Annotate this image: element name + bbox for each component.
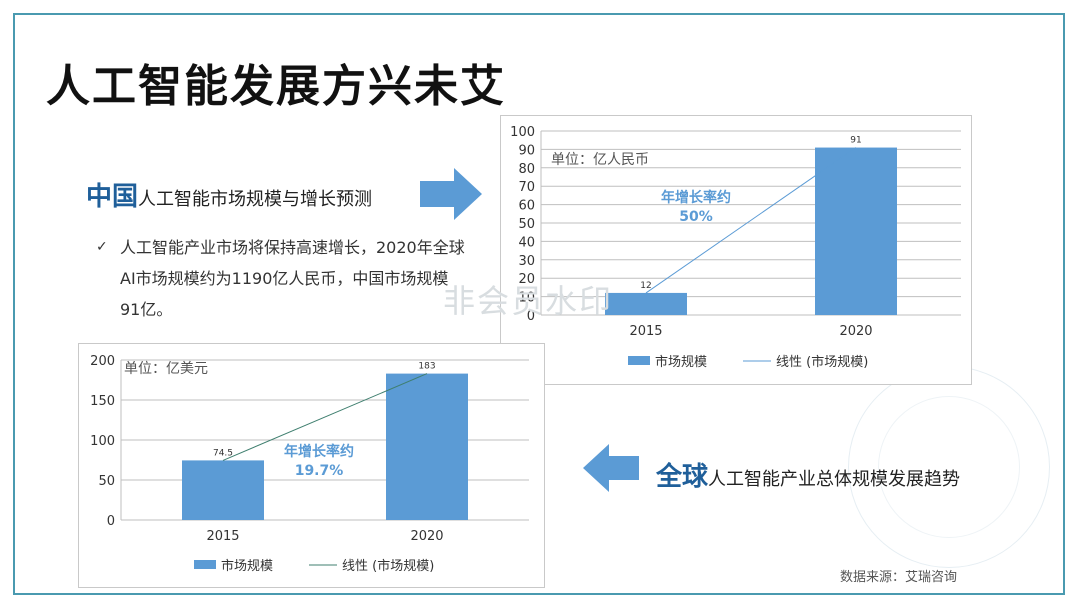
- china-chart-svg: 0 10 20 30 40 50 60 70 80 90 100 12 2015 91 2020 单位：亿人民…: [510, 125, 961, 370]
- global-chart-y-tick-label: 200: [90, 354, 115, 369]
- global-chart-y-tick-label: 150: [90, 394, 115, 409]
- right-arrow-icon: [420, 168, 482, 220]
- china-chart-annotation-line1: 年增长率约: [661, 189, 731, 206]
- global-chart-legend-label-bar: 市场规模: [221, 558, 273, 574]
- china-chart-y-tick-label: 40: [518, 235, 535, 250]
- global-chart-annotation-line2: 19.7%: [295, 463, 344, 479]
- china-heading: 中国人工智能市场规模与增长预测: [86, 176, 372, 213]
- slide-frame: [13, 13, 1065, 595]
- china-chart-y-tick-label: 70: [518, 180, 535, 195]
- china-chart-legend-label-line: 线性 (市场规模): [776, 354, 868, 370]
- global-highlight: 全球: [656, 462, 709, 492]
- china-chart-x-tick-label: 2015: [629, 324, 662, 339]
- china-chart: 0 10 20 30 40 50 60 70 80 90 100 12 2015 91 2020 单位：亿人民…: [500, 115, 972, 385]
- china-chart-data-label: 12: [640, 281, 651, 291]
- china-chart-data-label: 91: [850, 136, 861, 146]
- china-chart-y-tick-label: 100: [510, 125, 535, 140]
- watermark: 非会员水印: [443, 282, 614, 320]
- decorative-circle-inner: [878, 396, 1020, 538]
- global-chart-data-label: 183: [418, 362, 435, 372]
- global-chart-x-tick-label: 2015: [206, 529, 239, 544]
- global-chart: 0 50 100 150 200 74.5 2015 183 2020 单位：亿美元年增长率约 19…: [78, 343, 545, 588]
- china-chart-y-tick-label: 60: [518, 199, 535, 214]
- global-chart-bar: [182, 460, 264, 520]
- slide-title: 人工智能发展方兴未艾: [46, 61, 506, 112]
- global-chart-annotation-line1: 年增长率约: [284, 443, 354, 460]
- global-chart-legend-label-line: 线性 (市场规模): [342, 558, 434, 574]
- china-heading-text: 人工智能市场规模与增长预测: [138, 189, 373, 210]
- global-heading: 全球人工智能产业总体规模发展趋势: [656, 456, 960, 493]
- china-chart-unit-label: 单位：亿人民币: [551, 152, 649, 168]
- global-chart-trendline: [222, 373, 428, 461]
- check-icon: ✓: [96, 239, 108, 255]
- global-chart-legend-swatch-bar: [194, 560, 216, 569]
- global-chart-data-label: 74.5: [213, 448, 233, 458]
- china-highlight: 中国: [86, 182, 139, 212]
- china-chart-bar: [605, 292, 687, 315]
- china-chart-y-tick-label: 90: [518, 143, 535, 158]
- china-chart-legend-swatch-bar: [628, 356, 650, 365]
- global-chart-bar: [386, 373, 468, 520]
- global-chart-x-tick-label: 2020: [410, 529, 443, 544]
- china-chart-x-tick-label: 2020: [839, 324, 872, 339]
- data-source: 数据来源：艾瑞咨询: [840, 570, 958, 585]
- china-chart-bar: [815, 147, 897, 315]
- global-chart-y-tick-label: 0: [107, 514, 115, 529]
- china-chart-y-tick-label: 80: [518, 162, 535, 177]
- china-chart-legend-label-bar: 市场规模: [655, 354, 707, 370]
- china-chart-y-tick-label: 50: [518, 217, 535, 232]
- global-heading-text: 人工智能产业总体规模发展趋势: [708, 469, 961, 490]
- china-bullet-text: 人工智能产业市场将保持高速增长，2020年全球AI市场规模约为1190亿人民币，…: [120, 238, 465, 319]
- global-chart-y-tick-label: 50: [98, 474, 115, 489]
- china-chart-y-tick-label: 20: [518, 272, 535, 287]
- china-bullet: ✓ 人工智能产业市场将保持高速增长，2020年全球AI市场规模约为1190亿人民…: [96, 232, 466, 325]
- china-chart-annotation-line2: 50%: [679, 209, 713, 225]
- china-chart-trendline: [645, 147, 857, 294]
- global-chart-unit-label: 单位：亿美元: [124, 361, 208, 377]
- china-chart-y-tick-label: 0: [527, 309, 535, 324]
- global-chart-y-tick-label: 100: [90, 434, 115, 449]
- china-chart-y-tick-label: 30: [518, 254, 535, 269]
- china-chart-y-tick-label: 10: [518, 291, 535, 306]
- left-arrow-icon: [583, 444, 639, 492]
